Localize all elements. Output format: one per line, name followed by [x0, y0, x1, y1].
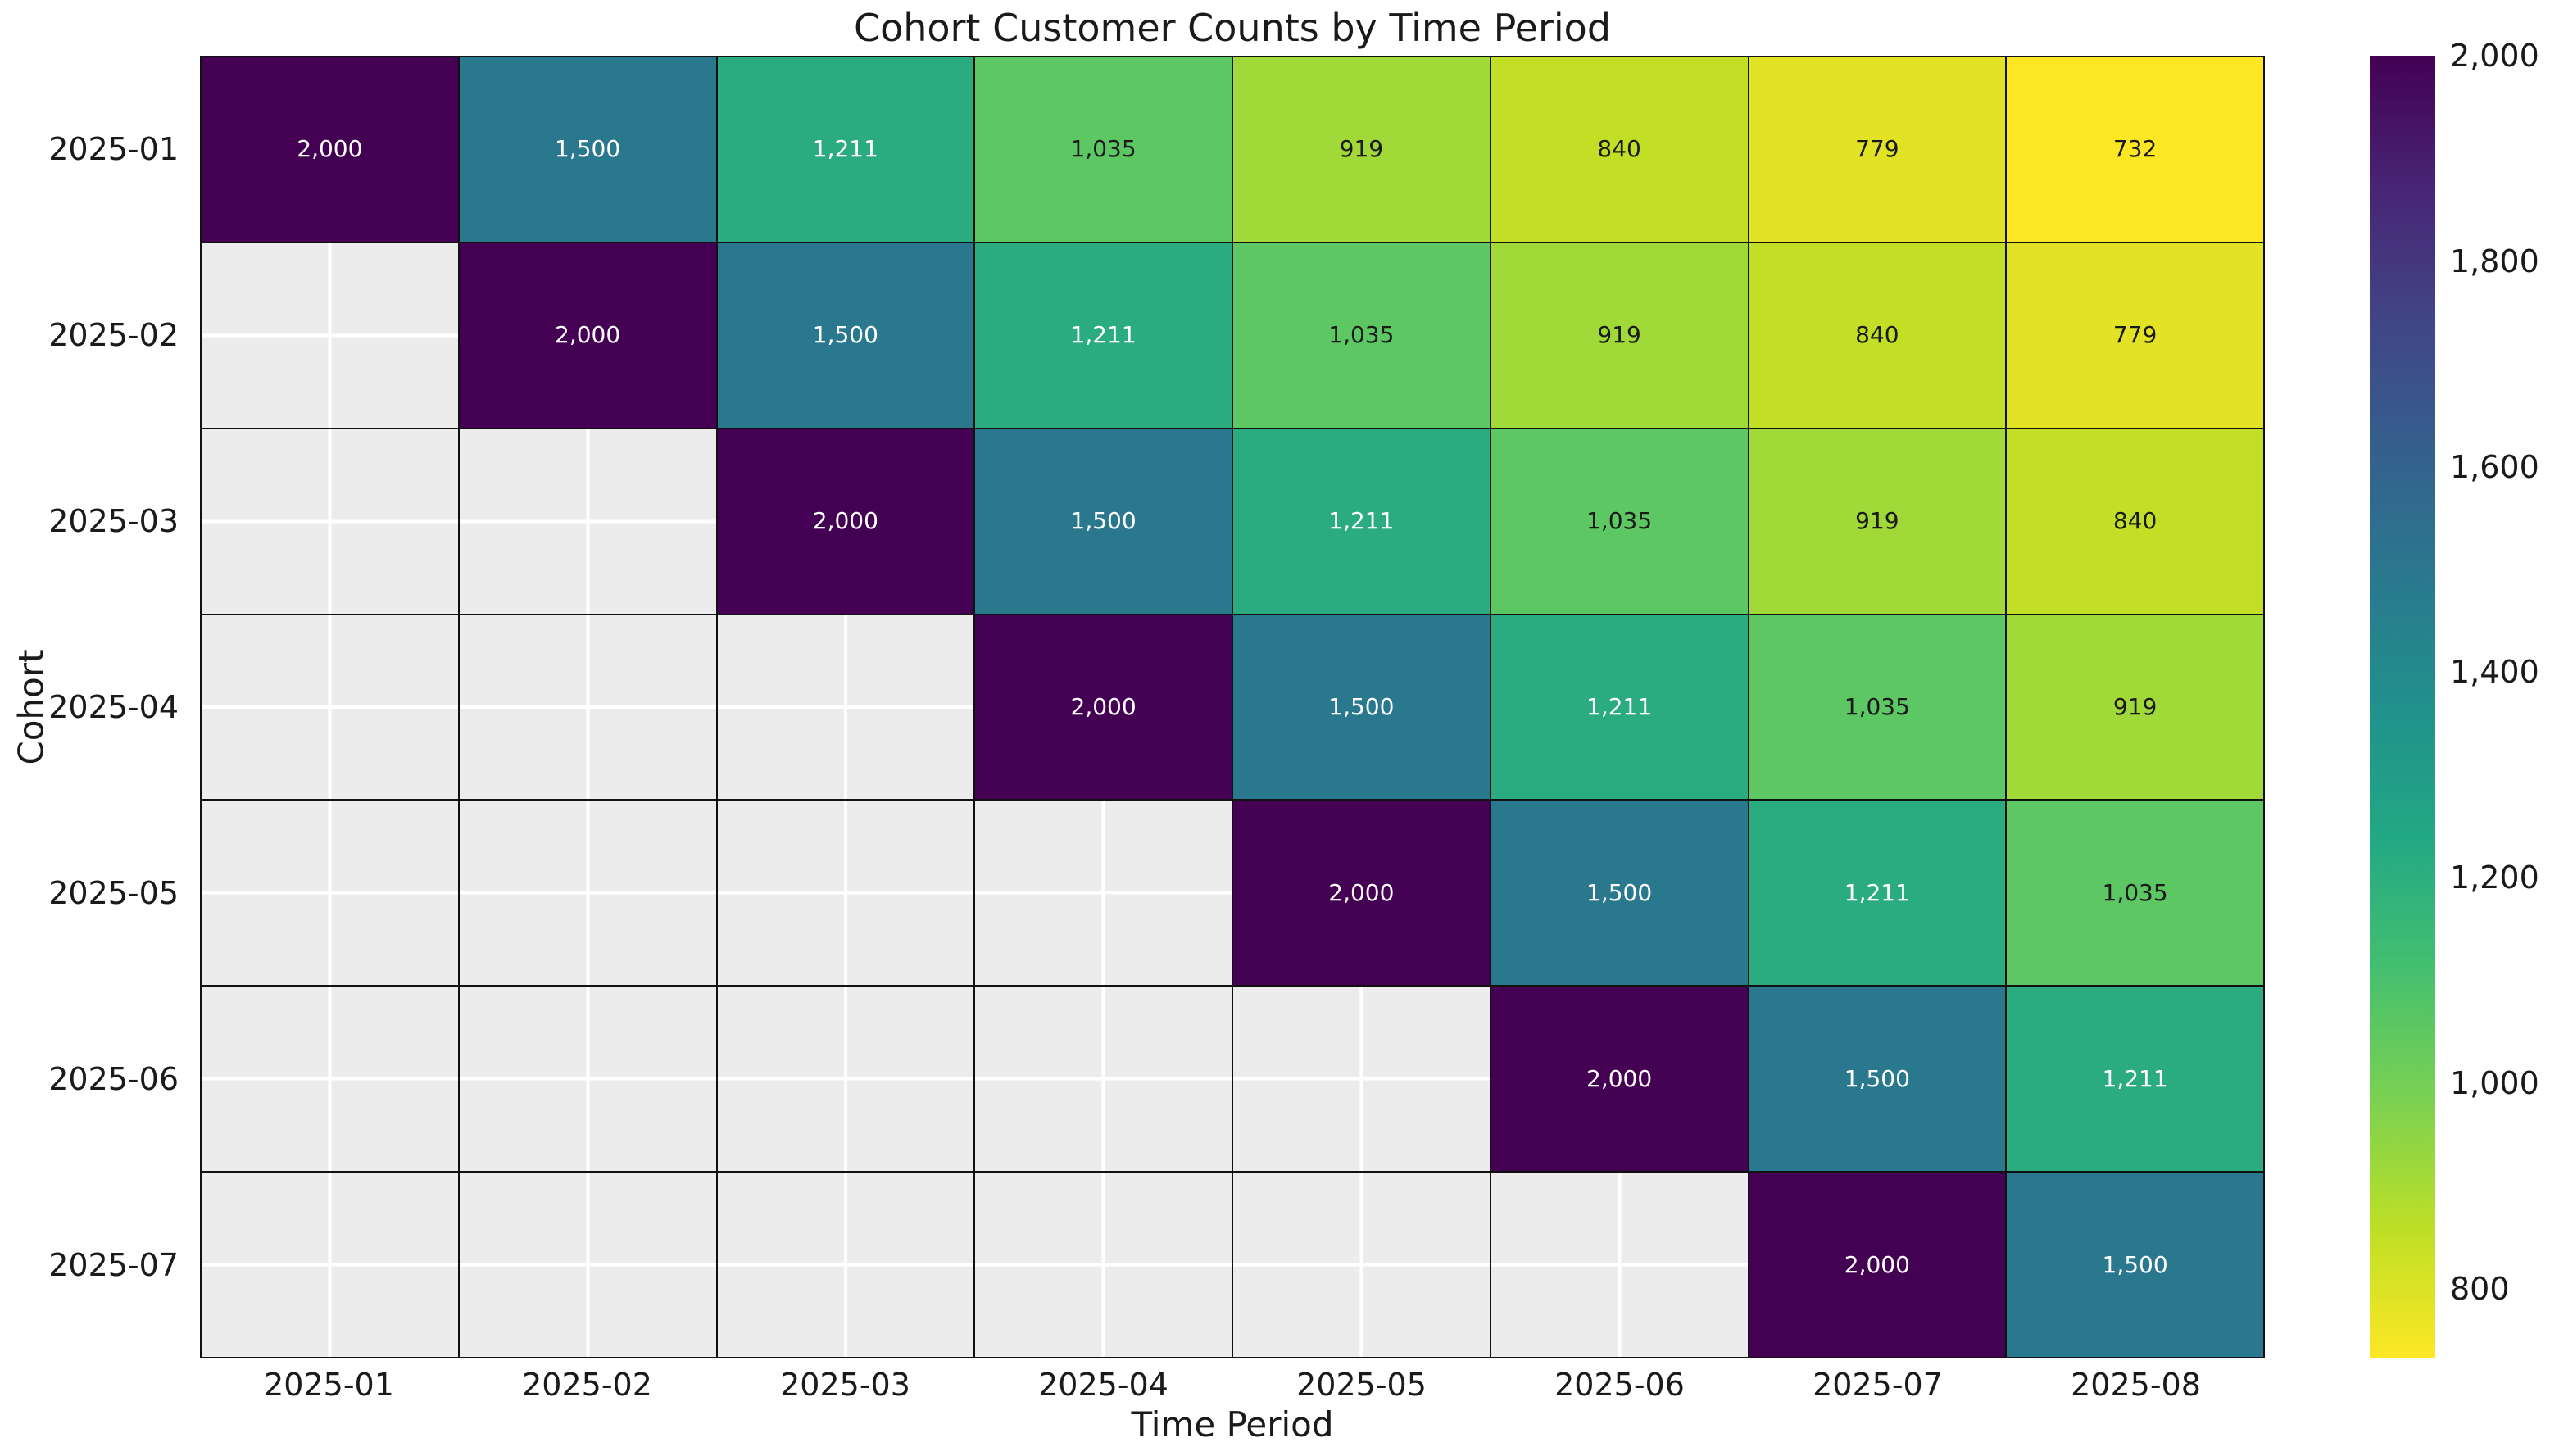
x-axis-tick-labels: 2025-01 2025-02 2025-03 2025-04 2025-05 2025-…	[200, 1367, 2265, 1404]
chart-title: Cohort Customer Counts by Time Period	[853, 6, 1612, 50]
masked-cell	[975, 987, 1232, 1172]
x-tick-label: 2025-03	[780, 1367, 910, 1403]
heatmap-cell: 779	[1749, 57, 2006, 242]
heatmap-cell: 1,211	[975, 243, 1232, 428]
x-tick-label: 2025-05	[1296, 1367, 1427, 1403]
x-tick-label: 2025-08	[2071, 1367, 2201, 1403]
y-tick-label: 2025-01	[48, 130, 179, 167]
masked-cell	[717, 801, 974, 986]
heatmap-cell: 1,035	[975, 57, 1232, 242]
heatmap-cell: 1,035	[1233, 243, 1490, 428]
heatmap-cell: 1,500	[1749, 987, 2006, 1172]
masked-cell	[459, 1173, 716, 1357]
heatmap-cell: 1,500	[2007, 1173, 2263, 1357]
y-tick-label: 2025-02	[48, 316, 179, 353]
colorbar-tick-label: 1,400	[2450, 654, 2539, 691]
heatmap-cell: 1,211	[1491, 615, 1748, 800]
heatmap-cell: 1,500	[1233, 615, 1490, 800]
y-tick-label: 2025-04	[48, 689, 179, 725]
colorbar-tick-label: 2,000	[2450, 38, 2539, 74]
x-axis-title: Time Period	[1131, 1404, 1334, 1445]
heatmap-cell: 919	[1233, 57, 1490, 242]
heatmap-cell: 1,500	[975, 429, 1232, 614]
y-tick-label: 2025-03	[48, 502, 179, 539]
x-tick-label: 2025-02	[522, 1367, 652, 1403]
heatmap-cell: 779	[2007, 243, 2263, 428]
masked-cell	[1233, 1173, 1490, 1357]
heatmap-cell: 2,000	[202, 57, 458, 242]
masked-cell	[202, 1173, 458, 1357]
y-tick-label: 2025-05	[48, 875, 179, 912]
masked-cell	[975, 1173, 1232, 1357]
masked-cell	[202, 429, 458, 614]
masked-cell	[202, 801, 458, 986]
colorbar-tick-label: 1,200	[2450, 860, 2539, 896]
heatmap-cell: 919	[2007, 615, 2263, 800]
heatmap-cell: 2,000	[1749, 1173, 2006, 1357]
heatmap-cell: 2,000	[459, 243, 716, 428]
heatmap-cell: 1,035	[1749, 615, 2006, 800]
heatmap-cell: 919	[1491, 243, 1748, 428]
heatmap-cell: 2,000	[1491, 987, 1748, 1172]
masked-cell	[459, 801, 716, 986]
colorbar	[2370, 56, 2435, 1358]
heatmap-cell: 1,035	[2007, 801, 2263, 986]
heatmap-cell: 840	[1491, 57, 1748, 242]
colorbar-tick-label: 1,600	[2450, 448, 2539, 485]
heatmap-cell: 2,000	[1233, 801, 1490, 986]
masked-cell	[717, 1173, 974, 1357]
heatmap-cell: 1,211	[1749, 801, 2006, 986]
masked-cell	[459, 987, 716, 1172]
x-tick-label: 2025-07	[1813, 1367, 1943, 1403]
heatmap-cell: 1,035	[1491, 429, 1748, 614]
masked-cell	[1491, 1173, 1748, 1357]
masked-cell	[202, 987, 458, 1172]
heatmap-cell: 919	[1749, 429, 2006, 614]
y-tick-label: 2025-06	[48, 1061, 179, 1098]
heatmap-cell: 2,000	[717, 429, 974, 614]
y-axis-tick-labels: 2025-01 2025-02 2025-03 2025-04 2025-05 2025-…	[0, 56, 188, 1358]
masked-cell	[717, 615, 974, 800]
masked-cell	[1233, 987, 1490, 1172]
colorbar-tick-label: 1,800	[2450, 243, 2539, 279]
heatmap-cell: 732	[2007, 57, 2263, 242]
x-tick-label: 2025-01	[264, 1367, 394, 1403]
heatmap-cell: 1,211	[2007, 987, 2263, 1172]
masked-cell	[975, 801, 1232, 986]
masked-cell	[459, 429, 716, 614]
heatmap-cell: 1,500	[717, 243, 974, 428]
heatmap-cell: 1,500	[459, 57, 716, 242]
colorbar-tick-label: 1,000	[2450, 1064, 2539, 1101]
heatmap-cell: 840	[1749, 243, 2006, 428]
x-tick-label: 2025-06	[1554, 1367, 1685, 1403]
heatmap-cell: 840	[2007, 429, 2263, 614]
masked-cell	[717, 987, 974, 1172]
heatmap-grid: 2,000 1,500 1,211 1,035 919 840 779 732 2,000 1,5…	[200, 56, 2265, 1358]
colorbar-tick-labels: 2,000 1,800 1,600 1,400 1,200 1,000 800	[2450, 38, 2550, 1358]
masked-cell	[459, 615, 716, 800]
heatmap-cell: 1,500	[1491, 801, 1748, 986]
x-tick-label: 2025-04	[1038, 1367, 1168, 1403]
masked-cell	[202, 243, 458, 428]
heatmap-cell: 2,000	[975, 615, 1232, 800]
heatmap-cell: 1,211	[717, 57, 974, 242]
heatmap-cell: 1,211	[1233, 429, 1490, 614]
colorbar-tick-label: 800	[2450, 1270, 2510, 1307]
y-tick-label: 2025-07	[48, 1247, 179, 1284]
masked-cell	[202, 615, 458, 800]
